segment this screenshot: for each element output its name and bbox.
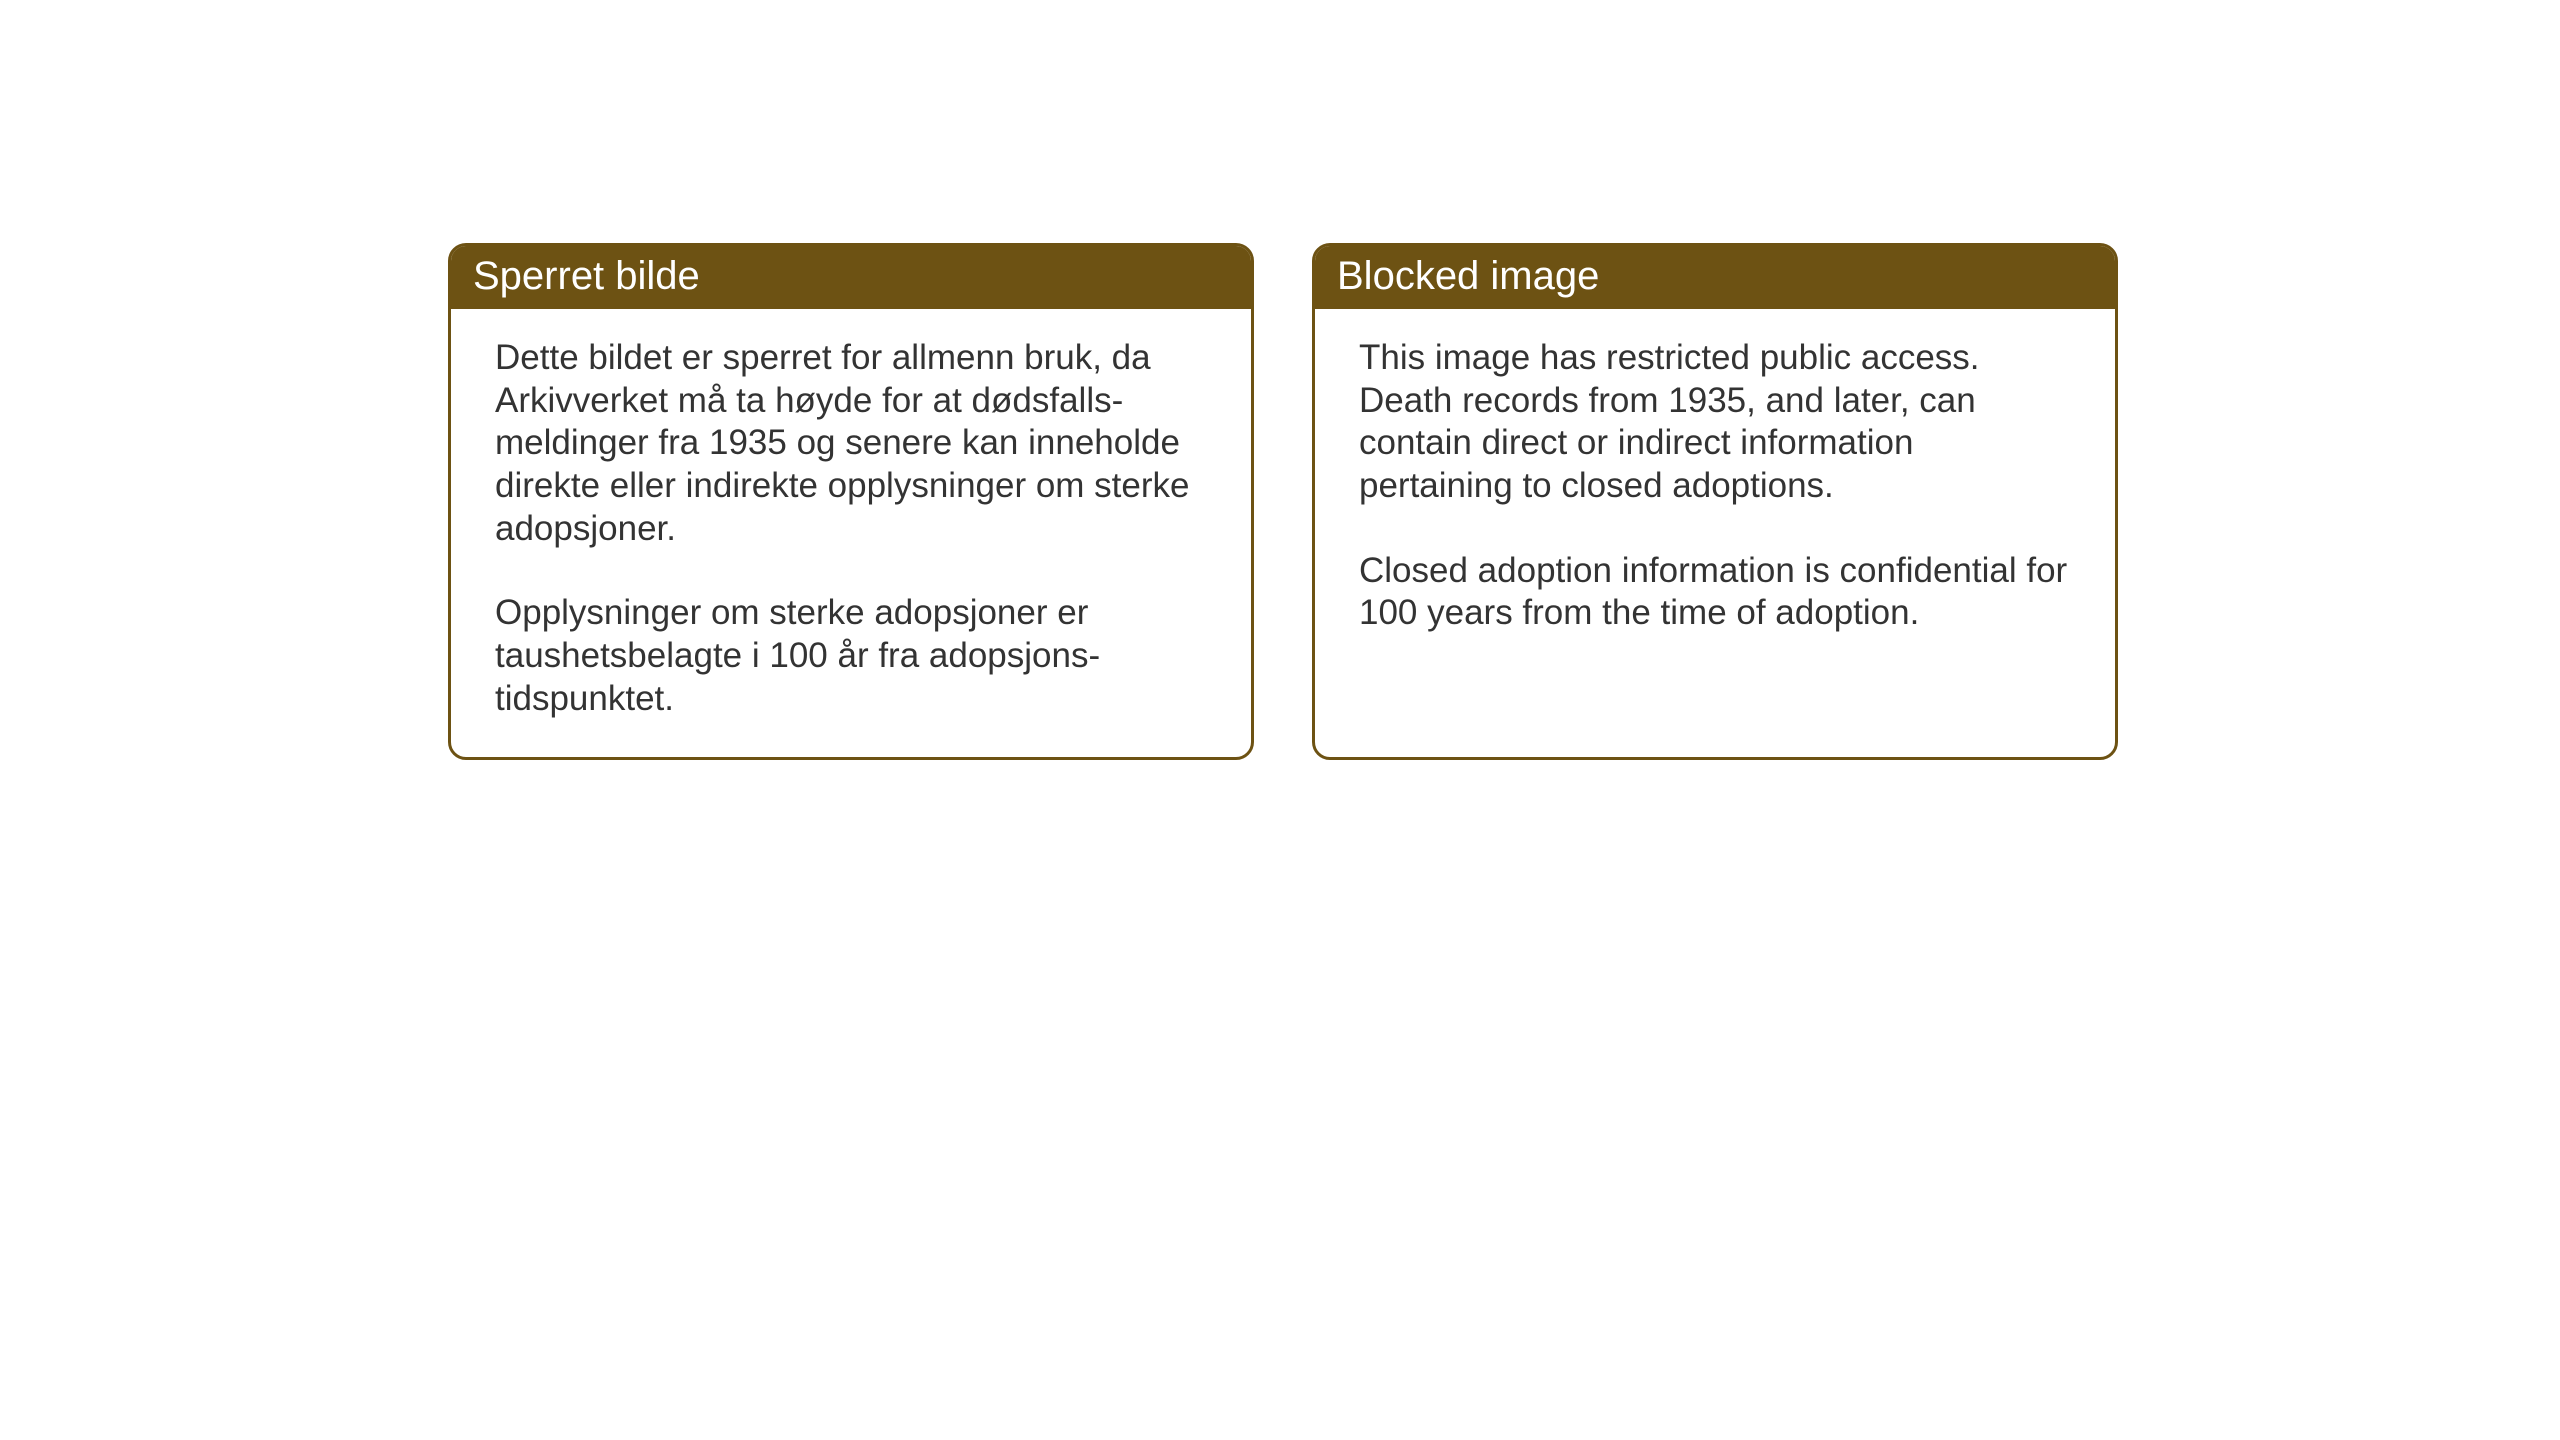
notice-body-english: This image has restricted public access.… (1315, 309, 2115, 695)
notice-paragraph: Opplysninger om sterke adopsjoner er tau… (495, 592, 1211, 720)
notice-body-norwegian: Dette bildet er sperret for allmenn bruk… (451, 309, 1251, 757)
notice-paragraph: Closed adoption information is confident… (1359, 550, 2075, 635)
notice-paragraph: This image has restricted public access.… (1359, 337, 2075, 508)
notice-paragraph: Dette bildet er sperret for allmenn bruk… (495, 337, 1211, 550)
notice-header-english: Blocked image (1315, 246, 2115, 309)
notice-container: Sperret bilde Dette bildet er sperret fo… (448, 243, 2118, 760)
notice-box-english: Blocked image This image has restricted … (1312, 243, 2118, 760)
notice-header-norwegian: Sperret bilde (451, 246, 1251, 309)
notice-box-norwegian: Sperret bilde Dette bildet er sperret fo… (448, 243, 1254, 760)
